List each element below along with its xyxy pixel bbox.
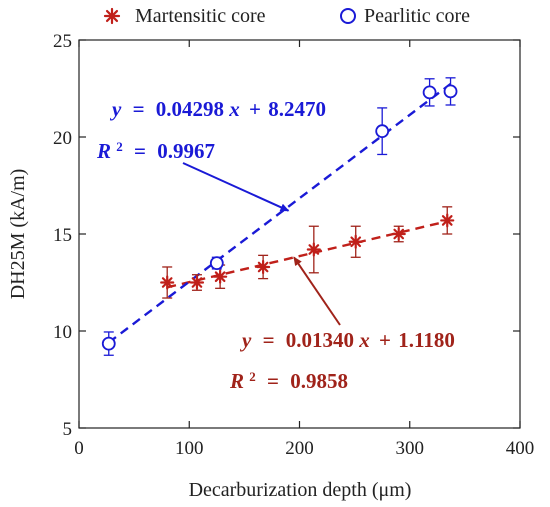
annotation-pearlitic: y = 0.04298 x + 8.2470 R 2 = 0.9967 bbox=[96, 97, 326, 212]
x-tick-label: 300 bbox=[396, 438, 425, 459]
axis-ticks bbox=[78, 39, 521, 429]
arrow-martensitic bbox=[293, 256, 341, 326]
legend-marker-pearlitic bbox=[340, 8, 356, 24]
x-tick-label: 200 bbox=[285, 438, 314, 459]
annotation-martensitic: y = 0.01340 x + 1.1180 R 2 = 0.9858 bbox=[229, 256, 455, 394]
y-tick-label: 15 bbox=[53, 225, 72, 246]
data-point bbox=[306, 242, 321, 257]
data-point bbox=[101, 336, 116, 351]
fit-line-pearlitic bbox=[108, 83, 452, 344]
data-markers bbox=[101, 84, 458, 351]
r2-pearlitic: R 2 = 0.9967 bbox=[96, 139, 215, 164]
data-point bbox=[375, 124, 390, 139]
data-point bbox=[209, 256, 224, 271]
data-point bbox=[391, 226, 406, 242]
tick-labels: 0 100 200 300 400 5 10 15 20 25 bbox=[53, 31, 534, 459]
x-axis-title: Decarburization depth (μm) bbox=[189, 479, 412, 501]
data-point bbox=[443, 84, 458, 99]
data-point bbox=[256, 259, 271, 275]
legend-marker-martensitic bbox=[103, 7, 121, 25]
y-tick-label: 25 bbox=[53, 31, 72, 52]
equation-pearlitic: y = 0.04298 x + 8.2470 bbox=[109, 97, 326, 121]
equation-martensitic: y = 0.01340 x + 1.1180 bbox=[239, 328, 455, 352]
fit-lines bbox=[108, 83, 452, 344]
legend-label-pearlitic: Pearlitic core bbox=[364, 5, 470, 27]
y-tick-label: 5 bbox=[63, 419, 73, 440]
y-axis-title: DH25M (kA/m) bbox=[7, 169, 29, 300]
legend-item-martensitic: Martensitic core bbox=[103, 5, 266, 27]
x-tick-label: 0 bbox=[74, 438, 84, 459]
data-point bbox=[160, 275, 175, 290]
data-point bbox=[440, 213, 455, 228]
data-point bbox=[348, 234, 363, 249]
legend-item-pearlitic: Pearlitic core bbox=[340, 5, 470, 27]
y-tick-label: 20 bbox=[53, 128, 72, 149]
legend: Martensitic core Pearlitic core bbox=[103, 5, 470, 27]
legend-label-martensitic: Martensitic core bbox=[135, 5, 266, 27]
data-point bbox=[189, 275, 205, 290]
r2-martensitic: R 2 = 0.9858 bbox=[229, 369, 348, 394]
y-tick-label: 10 bbox=[53, 322, 72, 343]
legend-asterisk bbox=[103, 7, 121, 25]
data-point bbox=[213, 269, 228, 284]
x-tick-label: 400 bbox=[506, 438, 535, 459]
arrow-pearlitic bbox=[182, 162, 290, 212]
data-point bbox=[422, 85, 437, 100]
x-tick-label: 100 bbox=[175, 438, 204, 459]
